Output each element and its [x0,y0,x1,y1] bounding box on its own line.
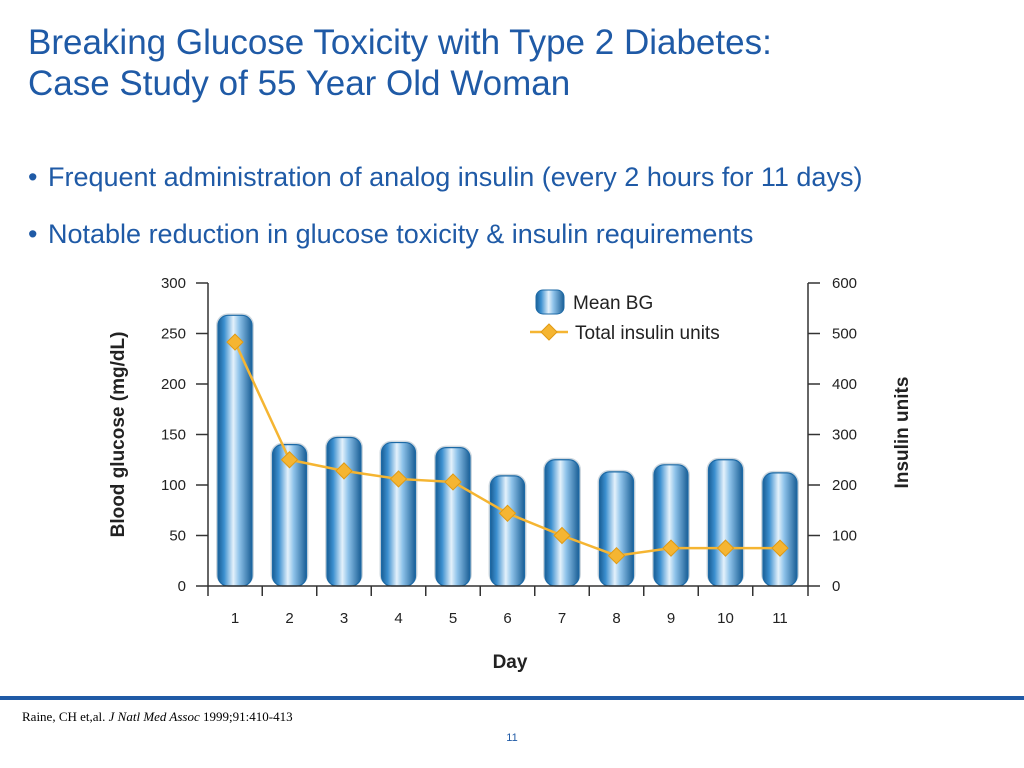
citation-journal: J Natl Med Assoc [108,709,200,724]
line-point [662,539,680,557]
bullet-glyph: • [28,162,38,192]
slide-title-line-1: Breaking Glucose Toxicity with Type 2 Di… [28,23,772,62]
x-axis-tick-label: 9 [667,610,675,627]
line-point [553,526,571,545]
bar [653,464,689,587]
bullet-text: Frequent administration of analog insuli… [48,162,863,192]
legend-label: Total insulin units [575,323,720,344]
line-point [716,539,735,557]
x-axis-tick-label: 7 [558,610,566,627]
legend-label: Mean BG [573,293,653,314]
left-axis-label: Blood glucose (mg/dL) [108,332,129,538]
bar [707,459,744,587]
right-axis-tick-label: 500 [832,326,857,343]
line-point [226,333,244,351]
citation-authors: Raine, CH et,al. [22,709,109,724]
right-axis-tick-label: 100 [832,528,857,545]
glucose-insulin-chart: 0 50 100 150 200 250 300 Blood glucose (mg/dL) 0… [108,275,913,673]
left-axis-tick-label: 200 [161,376,186,393]
legend: Mean BG Total insulin units [530,289,720,344]
bar [489,475,526,587]
left-axis-tick-label: 150 [161,427,186,444]
bullet-item: • Frequent administration of analog insu… [28,160,1018,194]
bar [762,472,798,587]
bar [598,471,635,587]
right-axis-tick-label: 200 [832,477,857,494]
bar [217,314,253,587]
left-axis-tick-label: 300 [161,275,186,292]
right-axis-tick-label: 600 [832,275,857,292]
citation-details: 1999;91:410-413 [199,709,293,724]
x-axis-tick-label: 8 [612,610,620,627]
line-point [444,473,462,491]
bar [380,441,417,587]
bar [326,436,362,587]
bullet-text: Notable reduction in glucose toxicity & … [48,219,754,249]
bullet-item: • Notable reduction in glucose toxicity … [28,217,1018,251]
axes: 0 50 100 150 200 250 300 Blood glucose (mg/dL) 0… [108,275,913,673]
x-axis-tick-label: 1 [231,610,239,627]
x-axis-tick-label: 4 [394,610,402,627]
right-axis-label: Insulin units [892,377,913,489]
page-number: 11 [506,732,518,744]
x-axis-tick-label: 2 [285,610,293,627]
bar [435,447,471,587]
slide-title: Breaking Glucose Toxicity with Type 2 Di… [28,22,988,104]
legend-bar-swatch [535,289,565,315]
bullet-glyph: • [28,219,38,249]
line-point [607,546,626,565]
legend-line-marker [540,323,558,341]
left-axis-tick-label: 250 [161,326,186,343]
line-point [498,504,517,522]
bullet-list: • Frequent administration of analog insu… [28,160,1018,274]
line-point [335,462,353,480]
x-axis-tick-label: 10 [717,610,734,627]
bar-series [216,313,799,587]
x-axis-label: Day [493,652,528,673]
citation: Raine, CH et,al. J Natl Med Assoc 1999;9… [22,709,293,725]
footer-rule [0,696,1024,700]
line-point [771,539,789,557]
x-axis-tick-label: 3 [340,610,348,627]
line-point [389,470,408,488]
slide-title-line-2: Case Study of 55 Year Old Woman [28,64,571,103]
left-axis-tick-label: 100 [161,477,186,494]
bar [544,459,580,587]
left-axis-tick-label: 0 [178,578,186,595]
right-axis-tick-label: 400 [832,376,857,393]
line-series [226,333,789,565]
x-axis-tick-label: 5 [449,610,457,627]
right-axis-tick-label: 300 [832,427,857,444]
left-axis-tick-label: 50 [169,528,186,545]
line-point [280,451,299,469]
x-axis-tick-label: 11 [772,610,788,627]
x-axis-tick-label: 6 [503,610,511,627]
right-axis-tick-label: 0 [832,578,840,595]
